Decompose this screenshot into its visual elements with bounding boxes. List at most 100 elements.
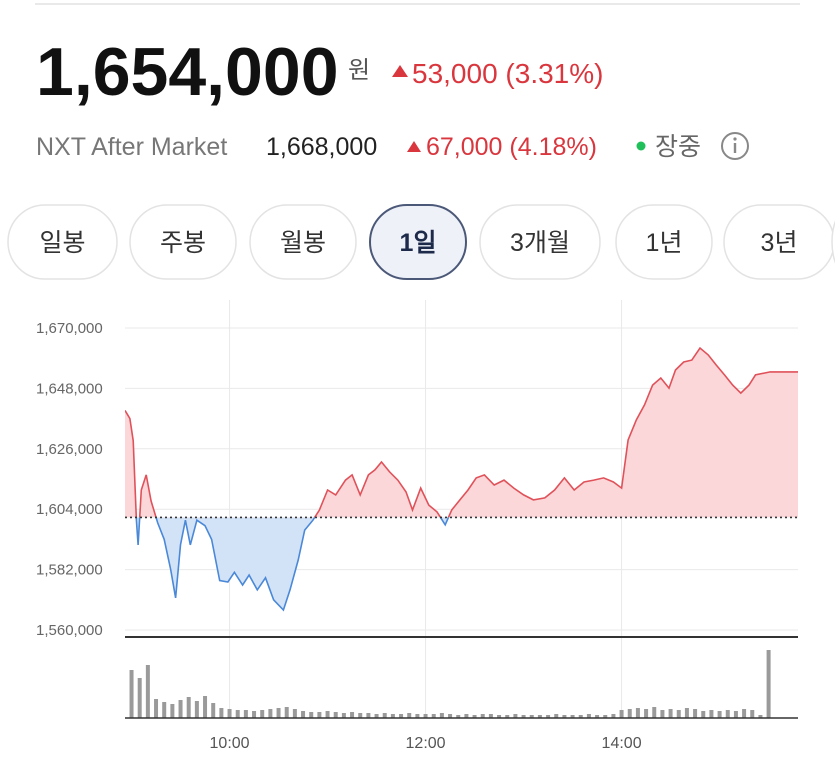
- volume-bar: [374, 714, 379, 718]
- volume-bar: [333, 712, 338, 718]
- volume-bar: [676, 710, 681, 718]
- y-tick-label: 1,582,000: [36, 562, 103, 579]
- volume-bar: [521, 715, 526, 718]
- up-arrow: [407, 141, 421, 152]
- volume-bar: [399, 714, 404, 718]
- volume-bar: [243, 710, 248, 718]
- volume-bar: [284, 707, 289, 718]
- y-tick-label: 1,670,000: [36, 320, 103, 337]
- volume-bar: [456, 715, 461, 718]
- tab-pill[interactable]: [129, 204, 237, 280]
- volume-bar: [472, 715, 477, 718]
- volume-bar: [235, 710, 240, 718]
- volume-bar: [766, 650, 771, 718]
- volume-bar: [546, 715, 551, 718]
- volume-bar: [260, 710, 265, 718]
- info-icon[interactable]: [721, 132, 749, 160]
- volume-bar: [717, 711, 722, 718]
- volume-bar: [137, 678, 142, 718]
- tab-pill[interactable]: [249, 204, 357, 280]
- volume-bar: [464, 714, 469, 718]
- volume-bar: [350, 712, 355, 718]
- volume-bar: [145, 665, 150, 718]
- tab-label[interactable]: 1일: [400, 229, 437, 257]
- volume-bar: [325, 711, 330, 718]
- x-tick-label: 10:00: [210, 735, 250, 752]
- volume-bar: [194, 701, 199, 718]
- volume-bar: [693, 709, 698, 718]
- tab-label[interactable]: 3년: [761, 229, 798, 257]
- price-change: 53,000 (3.31%): [412, 58, 603, 89]
- volume-bar: [652, 707, 657, 718]
- volume-bar: [595, 715, 600, 718]
- tab-label[interactable]: 3개월: [510, 229, 570, 257]
- price: 1,654,000: [36, 34, 339, 110]
- tab[interactable]: 월봉: [249, 204, 357, 280]
- volume-bar: [366, 713, 371, 718]
- volume-bar: [170, 704, 175, 718]
- volume-bar: [219, 708, 224, 718]
- volume-bar: [562, 715, 567, 718]
- volume-bar: [423, 714, 428, 718]
- volume-bar: [513, 714, 518, 718]
- volume-bar: [701, 711, 706, 718]
- price-unit: 원: [348, 57, 370, 84]
- period-tabs: 일봉 주봉 월봉 1일 3개월 1년 3년: [7, 204, 835, 280]
- volume-bar: [619, 710, 624, 718]
- nxt-label: NXT After Market: [36, 133, 227, 161]
- tab-pill[interactable]: [7, 204, 118, 280]
- volume-bar: [603, 715, 608, 718]
- tab-label[interactable]: 월봉: [280, 229, 326, 257]
- volume-bar: [627, 709, 632, 718]
- volume-bar: [129, 670, 134, 718]
- tab-pill-partial[interactable]: [831, 205, 835, 279]
- up-arrow: [392, 65, 408, 77]
- nxt-price: 1,668,000: [266, 133, 377, 161]
- volume-bar: [382, 713, 387, 718]
- tab-label[interactable]: 1년: [646, 229, 683, 257]
- volume-bar: [276, 708, 281, 718]
- volume-bar: [505, 715, 510, 718]
- volume-bar: [758, 715, 763, 718]
- volume-bar: [431, 714, 436, 718]
- volume-bar: [684, 708, 689, 718]
- volume-bar: [186, 697, 191, 718]
- tab[interactable]: 3년: [723, 204, 835, 280]
- tab-pill[interactable]: [479, 204, 601, 280]
- volume-bar: [733, 711, 738, 718]
- volume-bar: [725, 710, 730, 718]
- tab-pill[interactable]: [615, 204, 713, 280]
- volume-bar: [252, 711, 257, 718]
- volume-bar: [488, 714, 493, 718]
- tab-label[interactable]: 일봉: [39, 229, 85, 257]
- tab[interactable]: 3개월: [479, 204, 601, 280]
- area-above: [125, 348, 798, 518]
- volume-bar: [227, 709, 232, 718]
- tab[interactable]: 1년: [615, 204, 713, 280]
- tab-pill[interactable]: [369, 204, 467, 280]
- volume-bar: [611, 714, 616, 718]
- y-tick-label: 1,560,000: [36, 622, 103, 639]
- area-below: [136, 517, 449, 610]
- volume-bar: [709, 710, 714, 718]
- status-dot: [636, 141, 646, 151]
- tab[interactable]: 주봉: [129, 204, 237, 280]
- volume-bar: [480, 714, 485, 718]
- y-tick-label: 1,648,000: [36, 380, 103, 397]
- volume-bar: [407, 713, 412, 718]
- volume-bar: [554, 714, 559, 718]
- volume-bar: [668, 709, 673, 718]
- tab[interactable]: 일봉: [7, 204, 118, 280]
- volume-bar: [317, 712, 322, 718]
- volume-bar: [660, 710, 665, 718]
- volume-bar: [178, 700, 183, 718]
- volume-bar: [586, 714, 591, 718]
- price-line-above: [125, 346, 798, 518]
- volume-bar: [154, 699, 159, 718]
- volume-bar: [211, 703, 216, 718]
- tab[interactable]: 1일: [369, 204, 467, 280]
- price-line-below: [135, 517, 450, 612]
- market-status: 장중: [655, 133, 701, 161]
- tab-label[interactable]: 주봉: [160, 229, 206, 257]
- volume-bar: [742, 709, 747, 718]
